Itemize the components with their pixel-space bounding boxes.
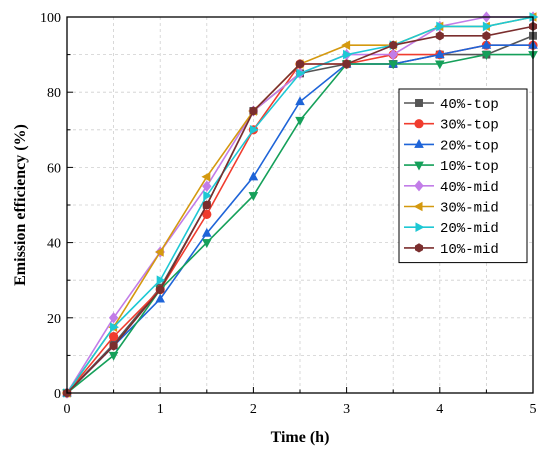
data-point-10pct-mid xyxy=(435,31,444,41)
legend-item-10pct-mid: 10%-mid xyxy=(404,242,499,258)
x-tick-label: 0 xyxy=(64,402,71,417)
data-point-10pct-mid xyxy=(342,59,351,69)
data-point-10pct-mid xyxy=(389,40,398,50)
legend-box xyxy=(398,88,528,264)
legend-item-40pct-mid: 40%-mid xyxy=(404,180,499,196)
data-point-20pct-mid xyxy=(249,124,259,135)
legend-marker xyxy=(415,222,425,233)
legend-label: 20%-mid xyxy=(440,221,499,237)
data-point-10pct-mid xyxy=(109,341,118,351)
data-point-40pct-mid xyxy=(202,180,212,192)
data-point-10pct-top xyxy=(248,192,259,201)
data-point-20pct-mid xyxy=(436,21,446,32)
legend-label: 30%-top xyxy=(440,118,499,134)
data-point-10pct-mid xyxy=(202,200,211,210)
legend-item-10pct-top: 10%-top xyxy=(404,159,499,175)
y-tick-label: 80 xyxy=(47,86,61,101)
y-tick-label: 0 xyxy=(54,387,61,402)
series-layer xyxy=(61,11,539,399)
y-tick-label: 20 xyxy=(47,312,61,327)
x-tick-label: 5 xyxy=(530,402,537,417)
data-point-20pct-top xyxy=(434,49,445,59)
data-point-10pct-mid xyxy=(156,284,165,295)
data-point-20pct-mid xyxy=(296,68,306,79)
legend-marker xyxy=(413,201,423,212)
data-point-10pct-top xyxy=(434,60,445,70)
legend-item-40pct-top: 40%-top xyxy=(404,97,499,113)
data-point-20pct-top xyxy=(201,227,212,237)
data-point-20pct-top xyxy=(481,39,492,49)
x-tick-label: 3 xyxy=(343,402,350,417)
data-point-40pct-mid xyxy=(108,312,119,324)
data-point-20pct-top xyxy=(248,171,259,181)
legend-item-30pct-top: 30%-top xyxy=(404,118,499,134)
data-point-20pct-top xyxy=(155,293,166,303)
legend-label: 10%-top xyxy=(440,159,499,175)
legend-marker xyxy=(414,119,424,129)
data-point-30pct-mid xyxy=(154,247,164,257)
legend: 40%-top 30%-top 20%-top 10%-top 40%-mid 30%-m… xyxy=(398,88,528,264)
data-point-20pct-mid xyxy=(156,275,166,286)
data-point-10pct-mid xyxy=(295,59,305,69)
legend-item-20pct-mid: 20%-mid xyxy=(404,221,499,237)
data-point-20pct-top xyxy=(295,96,305,106)
data-point-10pct-mid xyxy=(249,106,258,116)
legend-label: 40%-top xyxy=(440,97,499,113)
data-point-20pct-mid xyxy=(203,190,213,201)
legend-marker xyxy=(415,99,423,107)
data-point-20pct-mid xyxy=(482,21,492,32)
y-axis-title: Emission efficiency (%) xyxy=(12,124,29,286)
data-point-30pct-mid xyxy=(201,171,211,182)
data-point-40pct-mid xyxy=(388,48,398,61)
data-point-30pct-top xyxy=(108,332,119,342)
data-point-10pct-top xyxy=(388,60,399,70)
legend-label: 20%-top xyxy=(440,138,499,154)
data-point-10pct-mid xyxy=(482,31,491,41)
y-tick-label: 100 xyxy=(40,11,61,26)
x-tick-label: 2 xyxy=(250,402,257,417)
data-point-10pct-top xyxy=(108,351,119,361)
data-point-20pct-mid xyxy=(343,49,352,60)
axis-ticks: 0 1 2 3 4 5 0 20 40 60 80 100 xyxy=(40,11,537,417)
legend-marker xyxy=(414,180,424,192)
series-10pct-top xyxy=(62,51,538,399)
legend-label: 30%-mid xyxy=(440,201,499,217)
data-point-10pct-top xyxy=(295,116,305,126)
y-tick-label: 40 xyxy=(47,237,61,252)
legend-item-30pct-mid: 30%-mid xyxy=(404,201,499,217)
x-tick-label: 1 xyxy=(157,402,164,417)
x-axis-title: Time (h) xyxy=(271,429,330,446)
legend-marker xyxy=(414,139,424,148)
data-point-10pct-top xyxy=(201,239,212,248)
data-point-20pct-mid xyxy=(110,322,119,333)
series-10pct-mid xyxy=(62,21,538,398)
data-point-30pct-mid xyxy=(341,40,351,51)
legend-item-20pct-top: 20%-top xyxy=(404,138,499,154)
y-tick-label: 60 xyxy=(47,161,61,176)
data-point-10pct-top xyxy=(481,51,492,60)
legend-label: 10%-mid xyxy=(440,242,499,258)
legend-label: 40%-mid xyxy=(440,180,499,196)
legend-marker xyxy=(414,161,424,171)
x-tick-label: 4 xyxy=(436,402,443,417)
legend-marker xyxy=(414,243,424,253)
